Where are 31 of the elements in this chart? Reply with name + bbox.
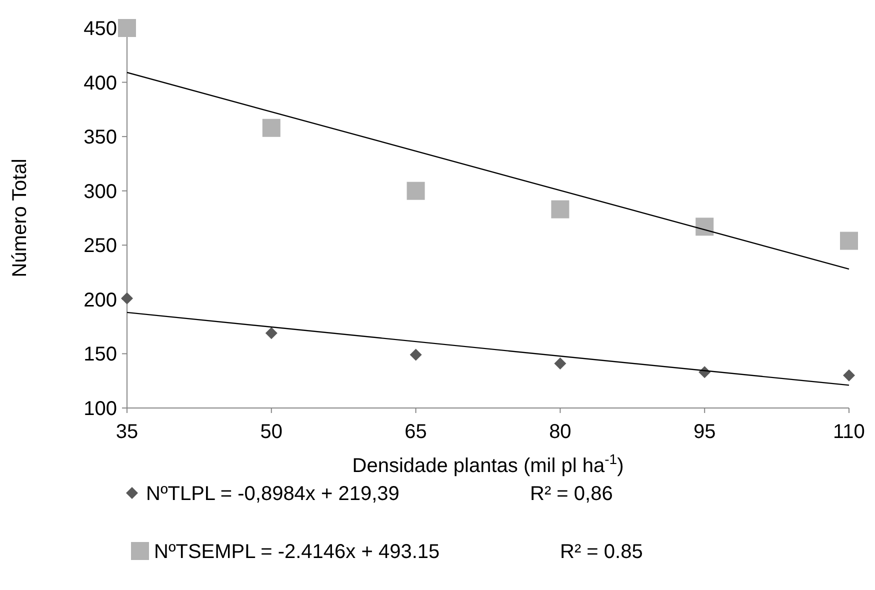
point (696, 218, 714, 236)
x-tick-label: 35 (116, 421, 138, 443)
y-tick-label: 450 (84, 18, 117, 40)
point (406, 182, 425, 200)
x-tick-label: 110 (833, 421, 865, 443)
point (554, 357, 566, 370)
y-axis-title: Número Total (9, 158, 31, 278)
point (843, 369, 855, 382)
text: R² = 0,86 (530, 483, 613, 505)
point (265, 327, 278, 340)
x-tick-label: 80 (549, 421, 572, 443)
point (262, 118, 280, 137)
legend-label: NºTSEMPL = -2.4146x + 493.15 (154, 541, 440, 563)
point (118, 19, 136, 37)
y-tick-label: 250 (84, 235, 117, 258)
x-tick-label: 65 (404, 421, 427, 443)
x-tick-label: 50 (260, 421, 283, 443)
y-tick-label: 400 (84, 72, 117, 94)
point (121, 292, 133, 304)
x-axis-title: Densidade plantas (mil pl ha$^{-1}$) (352, 451, 624, 477)
point (410, 348, 422, 361)
legend-label: NºTLPL = -0,8984x + 219,39 (146, 483, 400, 505)
point (840, 232, 858, 250)
text: R² = 0.85 (560, 541, 643, 563)
y-tick-label: 200 (84, 289, 117, 312)
y-tick-label: 350 (84, 126, 117, 149)
point (551, 200, 570, 218)
y-tick-label: 300 (84, 180, 117, 203)
x-tick-label: 95 (693, 421, 716, 443)
y-tick-label: 150 (84, 344, 117, 366)
y-tick-label: 100 (84, 398, 117, 420)
